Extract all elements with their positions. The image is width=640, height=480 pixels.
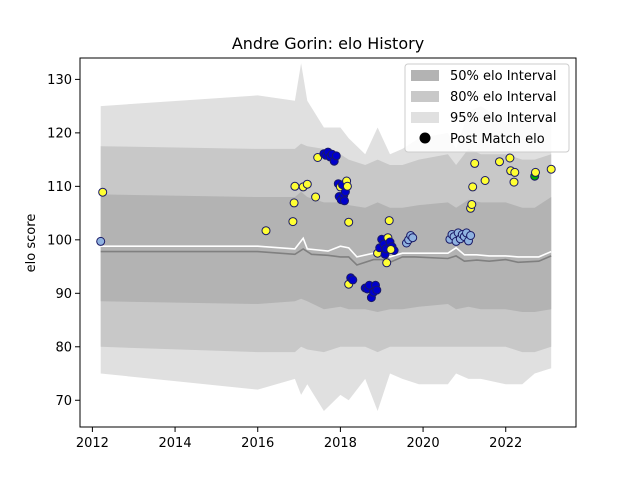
post-match-point: [340, 196, 349, 206]
post-match-point: [510, 167, 520, 177]
post-match-point: [466, 231, 476, 240]
legend-box: [404, 63, 570, 153]
y-tick-label: 70: [55, 394, 72, 409]
legend: 50% elo Interval 80% elo Interval 95% el…: [404, 63, 570, 153]
post-match-point: [495, 157, 504, 167]
post-match-point: [290, 181, 300, 191]
legend-label-50: 50% elo Interval: [450, 69, 557, 84]
post-match-point: [311, 192, 321, 202]
chart-title: Andre Gorin: elo History: [232, 34, 424, 53]
legend-label-80: 80% elo Interval: [450, 90, 557, 105]
post-match-point: [470, 158, 480, 168]
x-tick-label: 2016: [241, 436, 274, 451]
y-axis-ticks: 70 80 90 100 110 120 130: [47, 73, 80, 409]
post-match-point: [468, 182, 478, 192]
post-match-point: [288, 217, 298, 227]
median-line: [100, 236, 552, 258]
y-tick-label: 120: [47, 126, 72, 141]
x-tick-label: 2022: [489, 436, 522, 451]
post-match-point: [505, 153, 515, 163]
post-match-point: [509, 177, 519, 187]
x-tick-label: 2018: [324, 436, 357, 451]
post-match-point: [386, 245, 396, 254]
legend-label-95: 95% elo Interval: [450, 111, 557, 126]
post-match-point: [289, 198, 299, 208]
post-match-point: [531, 167, 540, 177]
post-match-point: [344, 217, 354, 227]
post-match-point: [261, 226, 271, 236]
post-match-point: [342, 181, 352, 191]
legend-label-points: Post Match elo: [450, 132, 545, 147]
legend-swatch-80: [411, 91, 439, 102]
post-match-points: [96, 147, 556, 303]
post-match-point: [96, 236, 106, 246]
y-tick-label: 130: [47, 73, 72, 88]
y-tick-label: 80: [55, 340, 72, 355]
legend-marker-points: [419, 132, 431, 144]
x-tick-label: 2020: [407, 436, 440, 451]
post-match-point: [331, 151, 341, 161]
x-tick-label: 2014: [159, 436, 192, 451]
post-match-point: [467, 200, 477, 209]
post-match-point: [408, 233, 418, 243]
x-axis-ticks: 2012 2014 2016 2018 2020 2022: [76, 427, 522, 451]
legend-swatch-95: [411, 112, 439, 123]
y-tick-label: 100: [47, 233, 72, 248]
post-match-point: [348, 275, 358, 285]
y-axis-label: elo score: [24, 214, 39, 273]
post-match-point: [382, 258, 392, 268]
post-match-point: [98, 187, 108, 197]
y-tick-label: 110: [47, 180, 72, 195]
legend-swatch-50: [411, 70, 439, 81]
post-match-point: [546, 164, 556, 174]
band-50: [100, 191, 552, 312]
post-match-point: [384, 216, 394, 226]
post-match-point: [480, 176, 490, 185]
post-match-point: [372, 285, 382, 295]
axes-frame: [79, 57, 577, 428]
x-tick-label: 2012: [76, 436, 109, 451]
post-match-point: [302, 179, 312, 189]
y-tick-label: 90: [55, 287, 72, 302]
